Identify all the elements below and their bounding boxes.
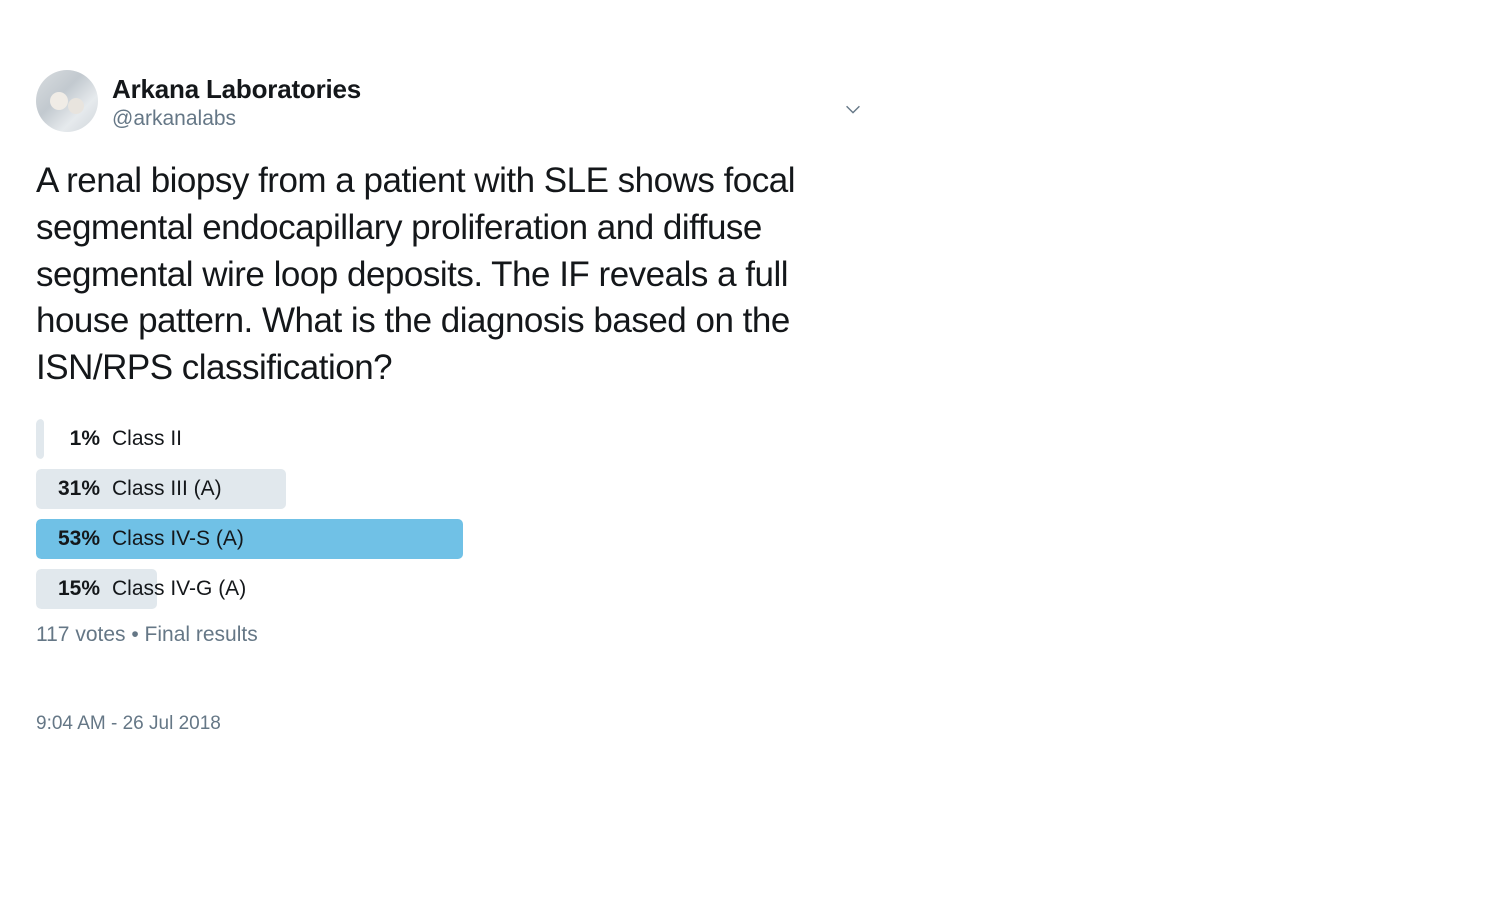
tweet-timestamp[interactable]: 9:04 AM - 26 Jul 2018 (36, 713, 876, 735)
poll-meta: 117 votes • Final results (36, 623, 842, 647)
poll-label: Class II (112, 427, 182, 451)
poll-pct: 1% (44, 427, 112, 451)
poll-content: 1% Class II (36, 419, 842, 459)
display-name[interactable]: Arkana Laboratories (112, 74, 361, 105)
poll-label: Class IV-S (A) (112, 527, 244, 551)
poll: 1% Class II 31% Class III (A) 53% Class … (36, 419, 842, 647)
poll-content: 53% Class IV-S (A) (36, 519, 842, 559)
poll-option[interactable]: 15% Class IV-G (A) (36, 569, 842, 609)
poll-pct: 31% (44, 477, 112, 501)
tweet-card: Arkana Laboratories @arkanalabs A renal … (0, 0, 876, 735)
tweet-body: A renal biopsy from a patient with SLE s… (36, 158, 876, 391)
poll-pct: 15% (44, 577, 112, 601)
poll-option[interactable]: 1% Class II (36, 419, 842, 459)
chevron-down-icon[interactable] (842, 98, 864, 126)
poll-pct: 53% (44, 527, 112, 551)
poll-label: Class IV-G (A) (112, 577, 246, 601)
poll-option[interactable]: 53% Class IV-S (A) (36, 519, 842, 559)
poll-label: Class III (A) (112, 477, 222, 501)
poll-content: 31% Class III (A) (36, 469, 842, 509)
avatar[interactable] (36, 70, 98, 132)
poll-option[interactable]: 31% Class III (A) (36, 469, 842, 509)
poll-content: 15% Class IV-G (A) (36, 569, 842, 609)
tweet-header: Arkana Laboratories @arkanalabs (36, 70, 876, 132)
author-block: Arkana Laboratories @arkanalabs (112, 70, 361, 132)
handle[interactable]: @arkanalabs (112, 105, 361, 132)
